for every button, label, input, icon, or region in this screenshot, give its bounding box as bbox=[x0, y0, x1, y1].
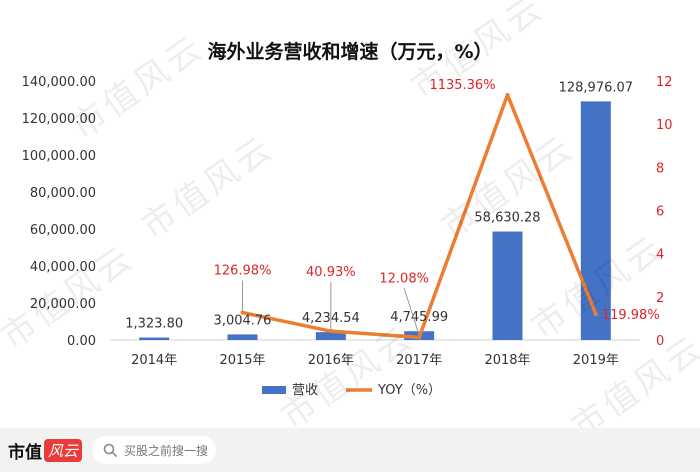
legend-line-label: YOY（%） bbox=[377, 383, 441, 398]
y-right-tick-label: 0 bbox=[656, 334, 664, 349]
legend-bar-label: 营收 bbox=[292, 383, 318, 398]
yoy-label-leader bbox=[403, 288, 420, 336]
yoy-point bbox=[240, 310, 245, 315]
yoy-line bbox=[242, 93, 598, 340]
bar bbox=[492, 231, 523, 340]
bar-data-label: 128,976.07 bbox=[559, 80, 633, 95]
bar bbox=[580, 101, 611, 340]
search-input[interactable]: 买股之前搜一搜 bbox=[124, 443, 209, 458]
yoy-data-label: 1135.36% bbox=[429, 78, 495, 93]
legend-bar-swatch bbox=[262, 386, 286, 394]
bar-data-label: 58,630.28 bbox=[474, 211, 540, 226]
x-tick-label: 2014年 bbox=[131, 353, 177, 368]
y-left-tick-label: 140,000.00 bbox=[22, 75, 96, 90]
brand-mark: 风云 bbox=[44, 438, 83, 462]
yoy-data-label: 40.93% bbox=[306, 265, 356, 280]
y-right-tick-label: 8 bbox=[656, 161, 664, 176]
yoy-data-label: 119.98% bbox=[602, 308, 660, 323]
yoy-point bbox=[328, 329, 333, 334]
y-left-tick-label: 120,000.00 bbox=[22, 112, 96, 127]
y-right-tick-label: 10 bbox=[656, 118, 673, 133]
bar-data-label: 3,004.76 bbox=[214, 313, 272, 328]
yoy-point bbox=[505, 92, 510, 97]
yoy-point bbox=[417, 335, 422, 340]
y-left-tick-label: 0.00 bbox=[67, 334, 96, 349]
bar bbox=[315, 332, 346, 340]
bottom-bar: 市值 风云 买股之前搜一搜 bbox=[0, 428, 700, 472]
search-box[interactable]: 买股之前搜一搜 bbox=[92, 436, 216, 464]
x-tick-label: 2017年 bbox=[396, 353, 442, 368]
x-tick-label: 2018年 bbox=[484, 353, 530, 368]
yoy-data-label: 12.08% bbox=[379, 271, 429, 286]
y-left-tick-label: 20,000.00 bbox=[30, 297, 96, 312]
brand-name: 市值 bbox=[8, 442, 42, 463]
chart-card: 海外业务营收和增速（万元，%） 0.00 20,000.00 40,000.00 60… bbox=[0, 0, 700, 447]
x-tick-label: 2016年 bbox=[308, 353, 354, 368]
bar-data-label: 1,323.80 bbox=[125, 317, 183, 332]
x-tick-label: 2015年 bbox=[219, 353, 265, 368]
yoy-data-label: 126.98% bbox=[214, 264, 272, 279]
y-left-tick-label: 100,000.00 bbox=[22, 149, 96, 164]
yoy-point bbox=[593, 312, 598, 317]
y-right-tick-label: 4 bbox=[656, 248, 664, 263]
brand-logo[interactable]: 市值 风云 bbox=[8, 436, 83, 464]
search-icon bbox=[103, 443, 117, 457]
bar bbox=[227, 334, 258, 340]
y-left-tick-label: 80,000.00 bbox=[30, 186, 96, 201]
chart-title: 海外业务营收和增速（万元，%） bbox=[207, 40, 492, 63]
y-right-tick-label: 2 bbox=[656, 291, 664, 306]
y-left-tick-label: 60,000.00 bbox=[30, 223, 96, 238]
bar bbox=[139, 337, 170, 340]
y-right-tick-label: 12 bbox=[656, 75, 673, 90]
combo-chart: 海外业务营收和增速（万元，%） 0.0020,000.0040,000.0060… bbox=[22, 40, 673, 398]
bar-data-label: 4,745.99 bbox=[390, 310, 448, 325]
y-left-tick-label: 40,000.00 bbox=[30, 260, 96, 275]
x-tick-label: 2019年 bbox=[573, 353, 619, 368]
y-right-tick-label: 6 bbox=[656, 205, 664, 220]
